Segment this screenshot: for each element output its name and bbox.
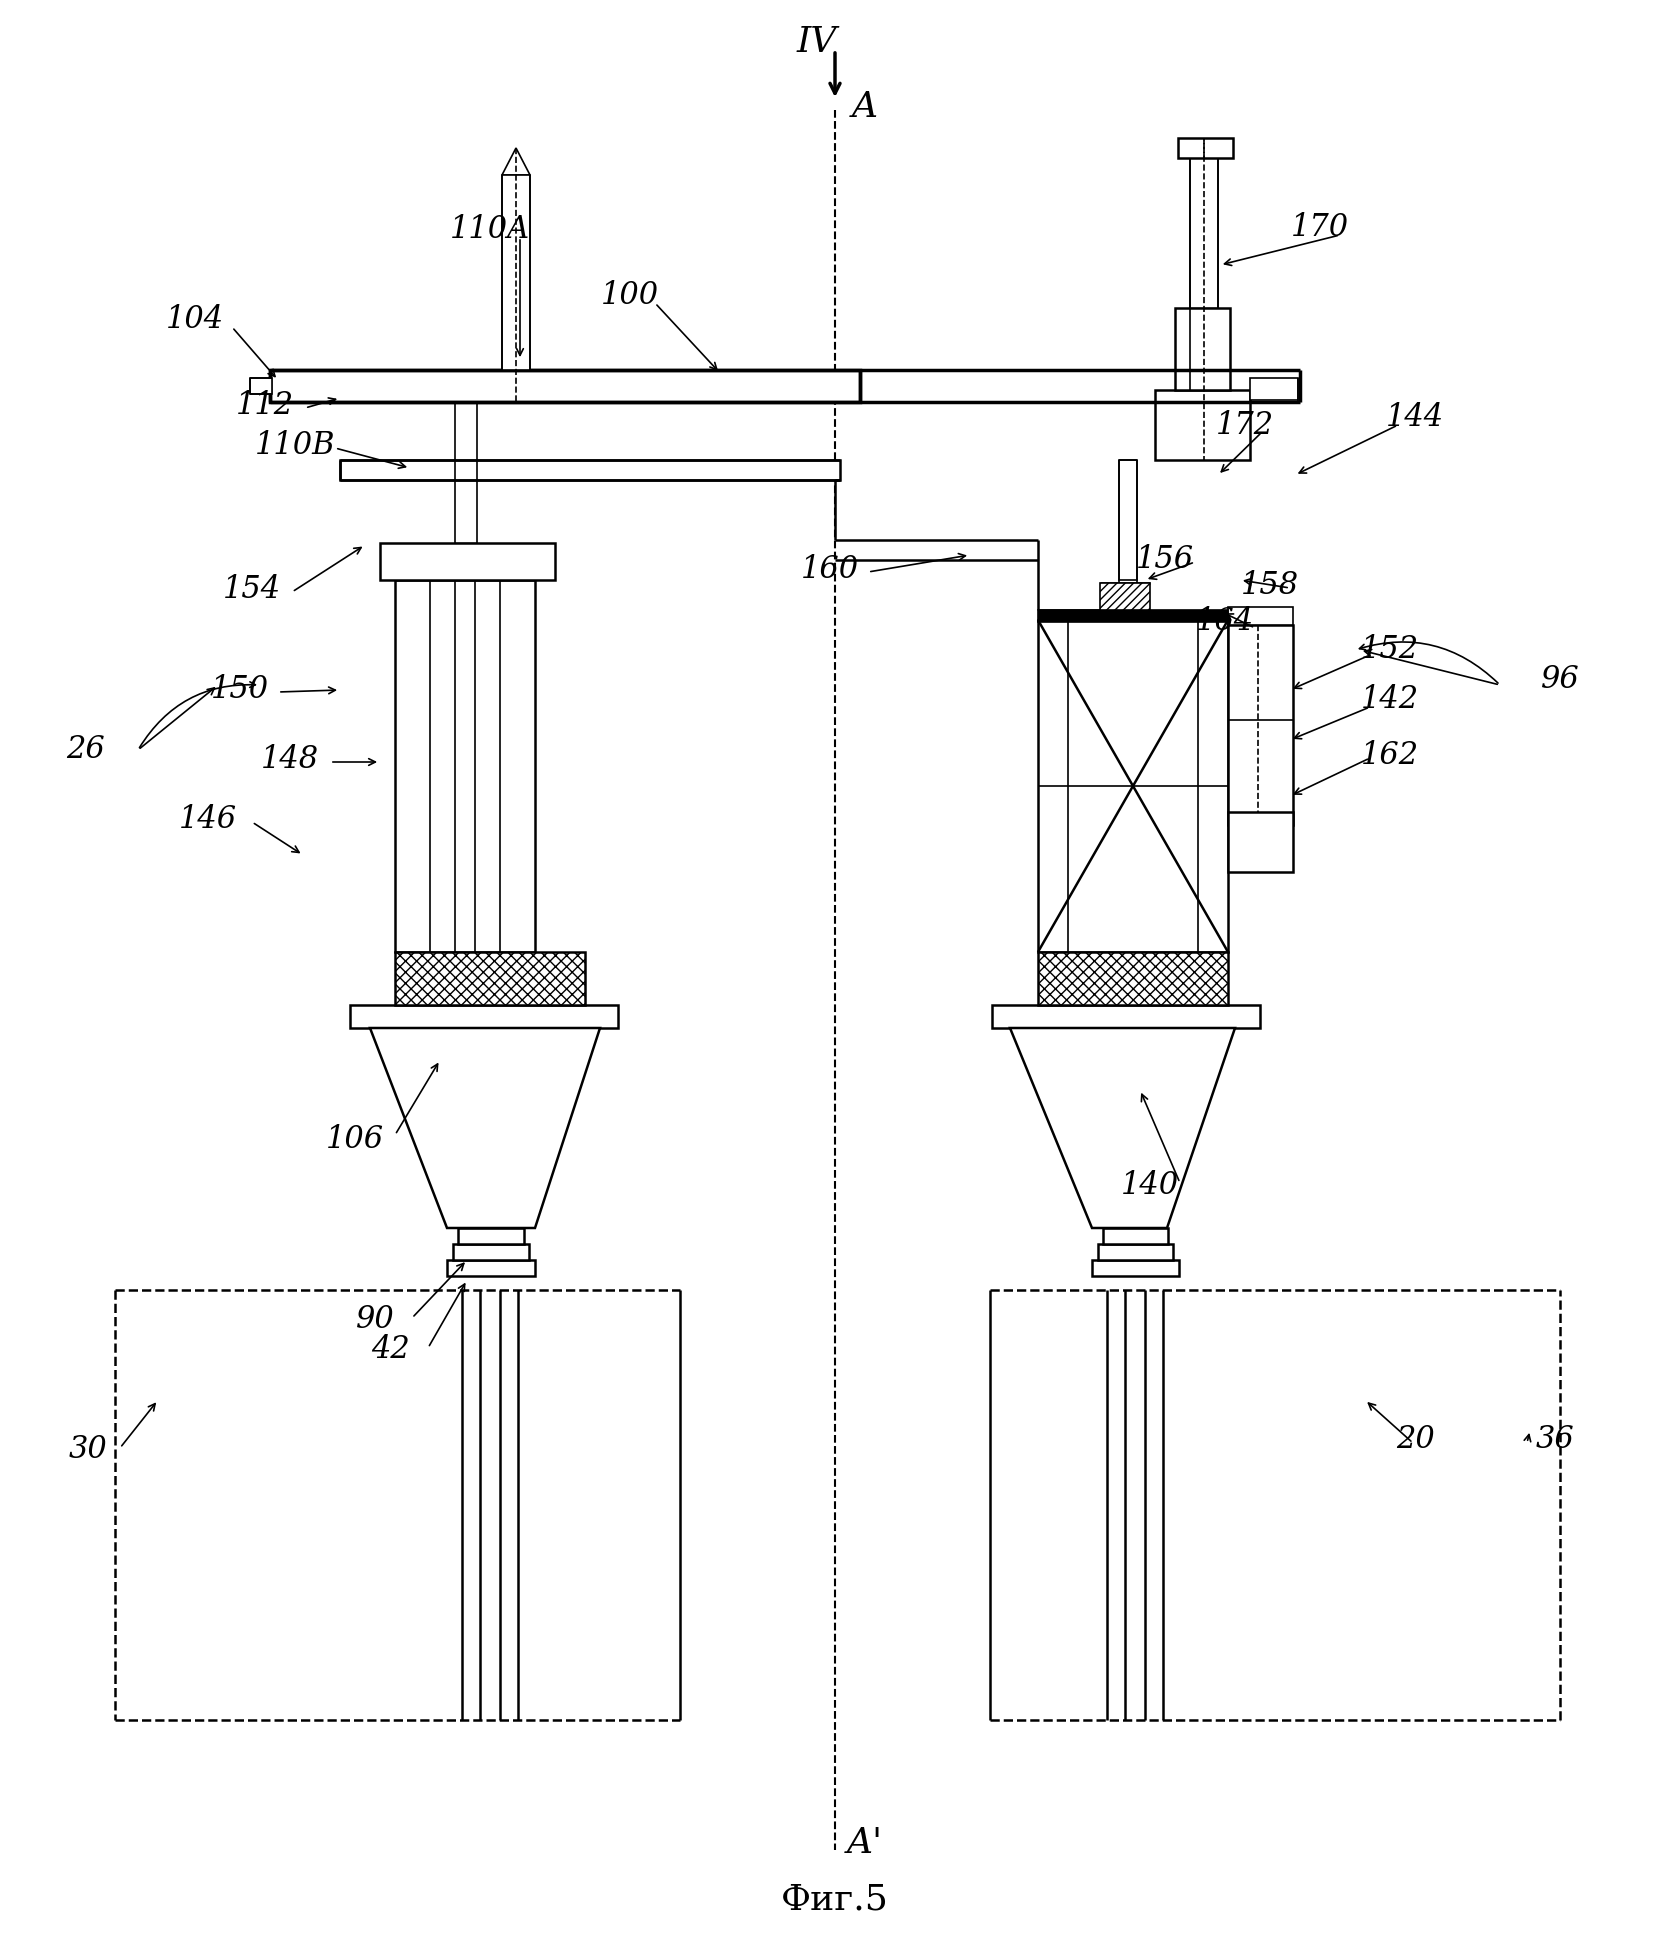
- Bar: [1191, 158, 1217, 308]
- Bar: [396, 579, 534, 952]
- Polygon shape: [1010, 1028, 1236, 1228]
- Text: 110A: 110A: [449, 214, 529, 246]
- Bar: [1251, 378, 1298, 400]
- Bar: [992, 1004, 1259, 1028]
- Bar: [503, 176, 529, 370]
- Bar: [1227, 811, 1293, 872]
- Text: 96: 96: [1541, 665, 1580, 696]
- Text: 164: 164: [1196, 606, 1254, 638]
- Text: 100: 100: [601, 279, 660, 310]
- Text: A: A: [852, 90, 878, 125]
- Text: 152: 152: [1361, 634, 1420, 665]
- Bar: [1177, 138, 1232, 158]
- Text: 20: 20: [1396, 1425, 1435, 1455]
- Bar: [448, 1260, 534, 1275]
- Bar: [341, 460, 840, 480]
- Text: 172: 172: [1216, 410, 1274, 441]
- Bar: [1156, 390, 1251, 460]
- Bar: [1101, 583, 1151, 610]
- Text: 148: 148: [261, 745, 319, 776]
- Text: 162: 162: [1361, 739, 1420, 770]
- Text: 142: 142: [1361, 684, 1420, 716]
- Text: 170: 170: [1291, 213, 1349, 244]
- Bar: [1227, 606, 1293, 626]
- Bar: [1039, 952, 1227, 1004]
- Text: 104: 104: [165, 304, 224, 335]
- Polygon shape: [503, 148, 529, 176]
- Text: 144: 144: [1386, 402, 1445, 433]
- Bar: [1039, 620, 1227, 952]
- Text: 112: 112: [235, 390, 294, 421]
- Bar: [1092, 1260, 1179, 1275]
- Text: 42: 42: [371, 1334, 409, 1365]
- Bar: [1176, 308, 1231, 390]
- Bar: [1039, 610, 1227, 622]
- Text: Фиг.5: Фиг.5: [782, 1884, 888, 1917]
- Text: 154: 154: [222, 575, 281, 606]
- Bar: [351, 1004, 618, 1028]
- Bar: [396, 952, 584, 1004]
- Text: 146: 146: [179, 805, 237, 835]
- Text: 158: 158: [1241, 569, 1299, 601]
- Text: 156: 156: [1136, 544, 1194, 575]
- Text: 150: 150: [210, 675, 269, 706]
- Polygon shape: [371, 1028, 600, 1228]
- Text: 110B: 110B: [256, 429, 336, 460]
- Text: 30: 30: [68, 1435, 107, 1466]
- Bar: [1227, 626, 1293, 825]
- Bar: [271, 370, 860, 402]
- Text: 106: 106: [326, 1125, 384, 1156]
- Bar: [453, 1244, 529, 1260]
- Text: 26: 26: [65, 735, 104, 766]
- Bar: [1097, 1244, 1172, 1260]
- Bar: [458, 1228, 524, 1244]
- Bar: [1102, 1228, 1167, 1244]
- Text: 90: 90: [356, 1305, 394, 1336]
- Bar: [250, 378, 272, 394]
- Text: 160: 160: [802, 554, 858, 585]
- Bar: [381, 542, 554, 579]
- Text: 140: 140: [1121, 1170, 1179, 1201]
- Bar: [1119, 460, 1137, 579]
- Text: A': A': [847, 1825, 883, 1860]
- Text: IV: IV: [797, 25, 837, 58]
- Text: 36: 36: [1536, 1425, 1575, 1455]
- Bar: [454, 480, 478, 542]
